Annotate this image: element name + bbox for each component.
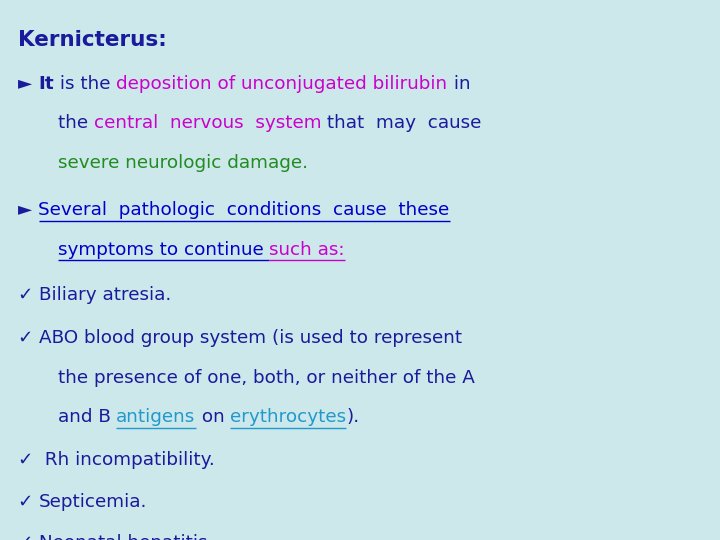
Text: ABO blood group system (is used to represent: ABO blood group system (is used to repre… [40,329,462,347]
Text: severe neurologic damage.: severe neurologic damage. [58,154,307,172]
Text: ).: ). [346,408,359,426]
Text: ✓: ✓ [18,534,40,540]
Text: ✓: ✓ [18,451,40,469]
Text: Biliary atresia.: Biliary atresia. [40,286,171,304]
Text: Kernicterus:: Kernicterus: [18,30,167,50]
Text: such as:: such as: [269,241,345,259]
Text: ✓: ✓ [18,493,40,511]
Text: in: in [448,75,470,93]
Text: erythrocytes: erythrocytes [230,408,346,426]
Text: central  nervous  system: central nervous system [94,114,321,132]
Text: on: on [196,408,230,426]
Text: antigens: antigens [117,408,196,426]
Text: deposition of unconjugated bilirubin: deposition of unconjugated bilirubin [117,75,448,93]
Text: that  may  cause: that may cause [321,114,482,132]
Text: and B: and B [58,408,117,426]
Text: ✓: ✓ [18,329,40,347]
Text: symptoms to continue: symptoms to continue [58,241,269,259]
Text: Neonatal hepatitis.: Neonatal hepatitis. [40,534,214,540]
Text: It: It [38,75,54,93]
Text: the: the [58,114,94,132]
Text: is the: is the [54,75,117,93]
Text: the presence of one, both, or neither of the A: the presence of one, both, or neither of… [58,369,474,387]
Text: ✓: ✓ [18,286,40,304]
Text: Septicemia.: Septicemia. [40,493,148,511]
Text: Several  pathologic  conditions  cause  these: Several pathologic conditions cause thes… [38,201,450,219]
Text: ►: ► [18,75,38,93]
Text: Rh incompatibility.: Rh incompatibility. [40,451,215,469]
Text: ►: ► [18,201,38,219]
